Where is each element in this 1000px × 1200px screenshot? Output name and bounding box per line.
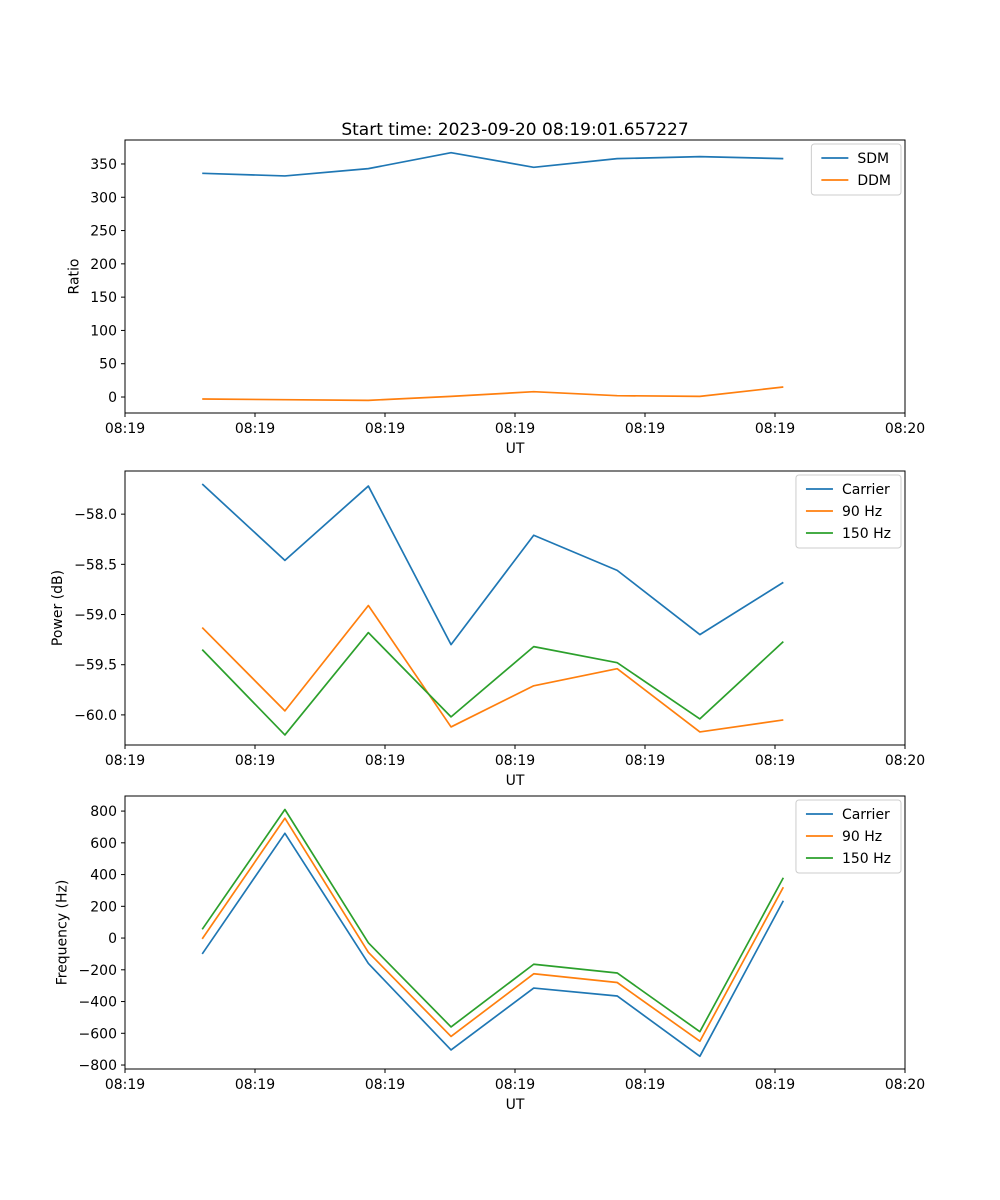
x-tick-label: 08:19	[235, 753, 275, 769]
y-tick-label: 50	[99, 357, 117, 373]
y-axis-label: Frequency (Hz)	[55, 880, 71, 986]
y-tick-label: 200	[90, 257, 117, 273]
y-tick-label: 100	[90, 323, 117, 339]
y-tick-label: 800	[90, 804, 117, 820]
axes-frame	[124, 795, 906, 1070]
y-tick-label: 300	[90, 190, 117, 206]
y-tick-label: 150	[90, 290, 117, 306]
legend: Carrier 90 Hz 150 Hz	[795, 474, 902, 549]
y-tick-label: 600	[90, 836, 117, 852]
legend-label-ddm: DDM	[857, 173, 891, 189]
x-tick-label: 08:19	[235, 1077, 275, 1093]
x-tick-label: 08:19	[495, 1077, 535, 1093]
x-tick-label: 08:19	[755, 421, 795, 437]
series-line-90-hz	[201, 604, 784, 733]
x-tick-label: 08:19	[625, 1077, 665, 1093]
x-axis-label: UT	[506, 1097, 525, 1113]
legend: SDM DDM	[810, 143, 902, 196]
subplot-1: 08:19 08:19 08:19 08:19 08:19 08:19 08:20 UT 0 50…	[66, 139, 925, 457]
series-line-150-hz	[201, 631, 784, 736]
y-tick-label: −58.0	[74, 507, 117, 523]
x-tick-label: 08:19	[495, 421, 535, 437]
x-tick-label: 08:20	[885, 421, 925, 437]
y-tick-label: −60.0	[74, 708, 117, 724]
y-tick-label: −58.5	[74, 557, 117, 573]
x-axis-label: UT	[506, 441, 525, 457]
axes-frame	[124, 470, 906, 746]
series-line-sdm	[202, 151, 784, 177]
legend-label-150-hz: 150 Hz	[842, 526, 891, 542]
x-tick-label: 08:19	[365, 753, 405, 769]
x-tick-label: 08:19	[365, 1077, 405, 1093]
y-tick-label: −200	[79, 963, 117, 979]
x-tick-label: 08:19	[495, 753, 535, 769]
legend-box	[795, 474, 902, 549]
y-tick-label: 200	[90, 899, 117, 915]
series-line-carrier	[201, 832, 785, 1058]
legend-label-sdm: SDM	[857, 151, 889, 167]
subplot-2: 08:19 08:19 08:19 08:19 08:19 08:19 08:20 UT −58…	[50, 470, 925, 789]
y-tick-label: 400	[90, 868, 117, 884]
subplot-3: 08:19 08:19 08:19 08:19 08:19 08:19 08:20 UT 800…	[55, 795, 925, 1113]
legend-label-carrier: Carrier	[842, 482, 890, 498]
y-tick-label: −400	[79, 995, 117, 1011]
y-tick-label: 250	[90, 224, 117, 240]
legend-label-90-hz: 90 Hz	[842, 504, 882, 520]
x-tick-label: 08:19	[625, 421, 665, 437]
x-tick-label: 08:19	[105, 421, 145, 437]
series-line-90-hz	[201, 817, 785, 1043]
x-tick-label: 08:19	[755, 1077, 795, 1093]
y-tick-label: 0	[108, 931, 117, 947]
x-tick-label: 08:19	[105, 1077, 145, 1093]
y-tick-label: 0	[108, 390, 117, 406]
y-tick-label: −600	[79, 1026, 117, 1042]
x-tick-label: 08:19	[235, 421, 275, 437]
legend-box	[810, 143, 902, 196]
series-line-ddm	[202, 386, 784, 402]
x-tick-label: 08:20	[885, 1077, 925, 1093]
legend-label-150-hz: 150 Hz	[842, 851, 891, 867]
legend: Carrier 90 Hz 150 Hz	[795, 799, 902, 874]
y-axis-label: Power (dB)	[50, 570, 66, 646]
series-line-carrier	[201, 483, 784, 646]
legend-label-90-hz: 90 Hz	[842, 829, 882, 845]
y-tick-label: −59.0	[74, 608, 117, 624]
x-tick-label: 08:20	[885, 753, 925, 769]
y-tick-label: 350	[90, 157, 117, 173]
axes-frame	[124, 139, 906, 414]
legend-box	[795, 799, 902, 874]
x-axis-label: UT	[506, 773, 525, 789]
y-tick-label: −800	[79, 1058, 117, 1074]
y-tick-label: −59.5	[74, 658, 117, 674]
figure-title: Start time: 2023-09-20 08:19:01.657227	[341, 120, 689, 140]
legend-label-carrier: Carrier	[842, 807, 890, 823]
x-tick-label: 08:19	[755, 753, 795, 769]
x-tick-label: 08:19	[365, 421, 405, 437]
series-line-150-hz	[201, 808, 785, 1033]
x-tick-label: 08:19	[105, 753, 145, 769]
y-axis-label: Ratio	[66, 259, 82, 295]
x-tick-label: 08:19	[625, 753, 665, 769]
